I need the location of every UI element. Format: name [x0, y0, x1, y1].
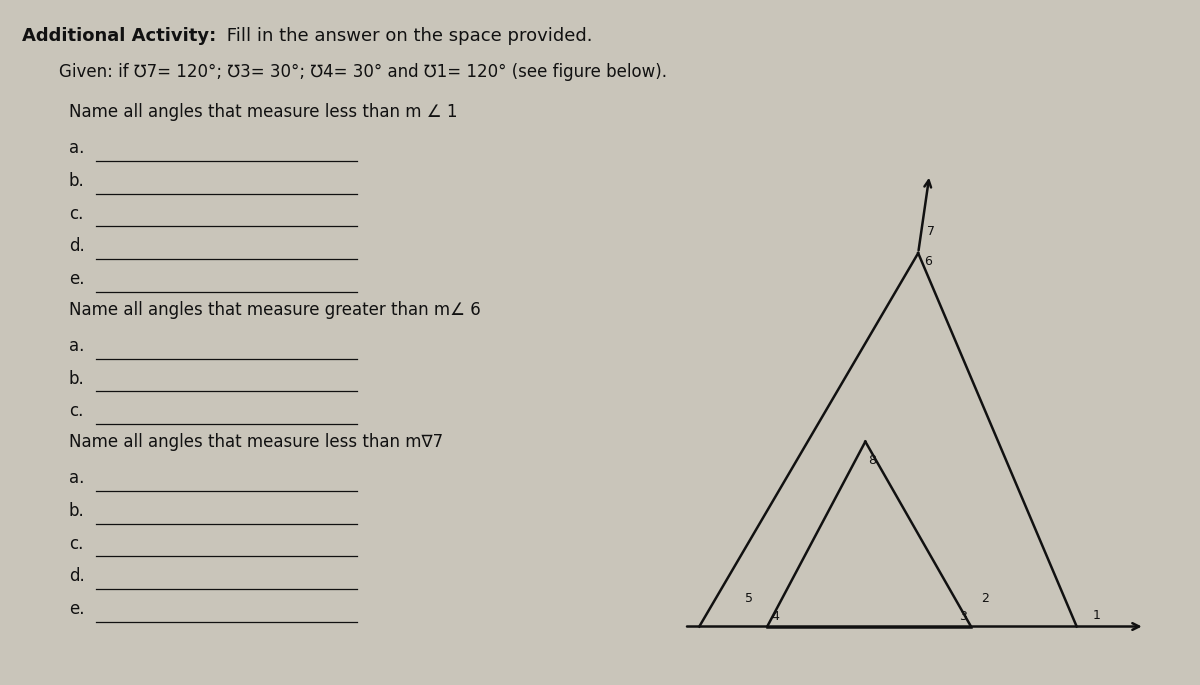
- Text: a.: a.: [68, 140, 84, 158]
- Text: a.: a.: [68, 337, 84, 355]
- Text: 6: 6: [924, 255, 932, 268]
- Text: Name all angles that measure less than m∇7: Name all angles that measure less than m…: [68, 433, 443, 451]
- Text: b.: b.: [68, 172, 84, 190]
- Text: b.: b.: [68, 370, 84, 388]
- Text: 4: 4: [772, 610, 779, 623]
- Text: 2: 2: [980, 592, 989, 605]
- Text: 7: 7: [928, 225, 935, 238]
- Text: Fill in the answer on the space provided.: Fill in the answer on the space provided…: [221, 27, 592, 45]
- Text: Name all angles that measure less than m ∠ 1: Name all angles that measure less than m…: [68, 103, 457, 121]
- Text: b.: b.: [68, 502, 84, 520]
- Text: 5: 5: [745, 592, 754, 605]
- Text: c.: c.: [68, 205, 83, 223]
- Text: d.: d.: [68, 237, 84, 256]
- Text: Additional Activity:: Additional Activity:: [22, 27, 216, 45]
- Text: e.: e.: [68, 600, 84, 618]
- Text: 1: 1: [1092, 608, 1100, 621]
- Text: e.: e.: [68, 270, 84, 288]
- Text: c.: c.: [68, 534, 83, 553]
- Text: d.: d.: [68, 567, 84, 585]
- Text: 3: 3: [959, 610, 967, 623]
- Text: 8: 8: [869, 454, 876, 467]
- Text: Given: if ℧7= 120°; ℧3= 30°; ℧4= 30° and ℧1= 120° (see figure below).: Given: if ℧7= 120°; ℧3= 30°; ℧4= 30° and…: [59, 64, 667, 82]
- Text: c.: c.: [68, 402, 83, 421]
- Text: a.: a.: [68, 469, 84, 488]
- Text: Name all angles that measure greater than m∠ 6: Name all angles that measure greater tha…: [68, 301, 480, 319]
